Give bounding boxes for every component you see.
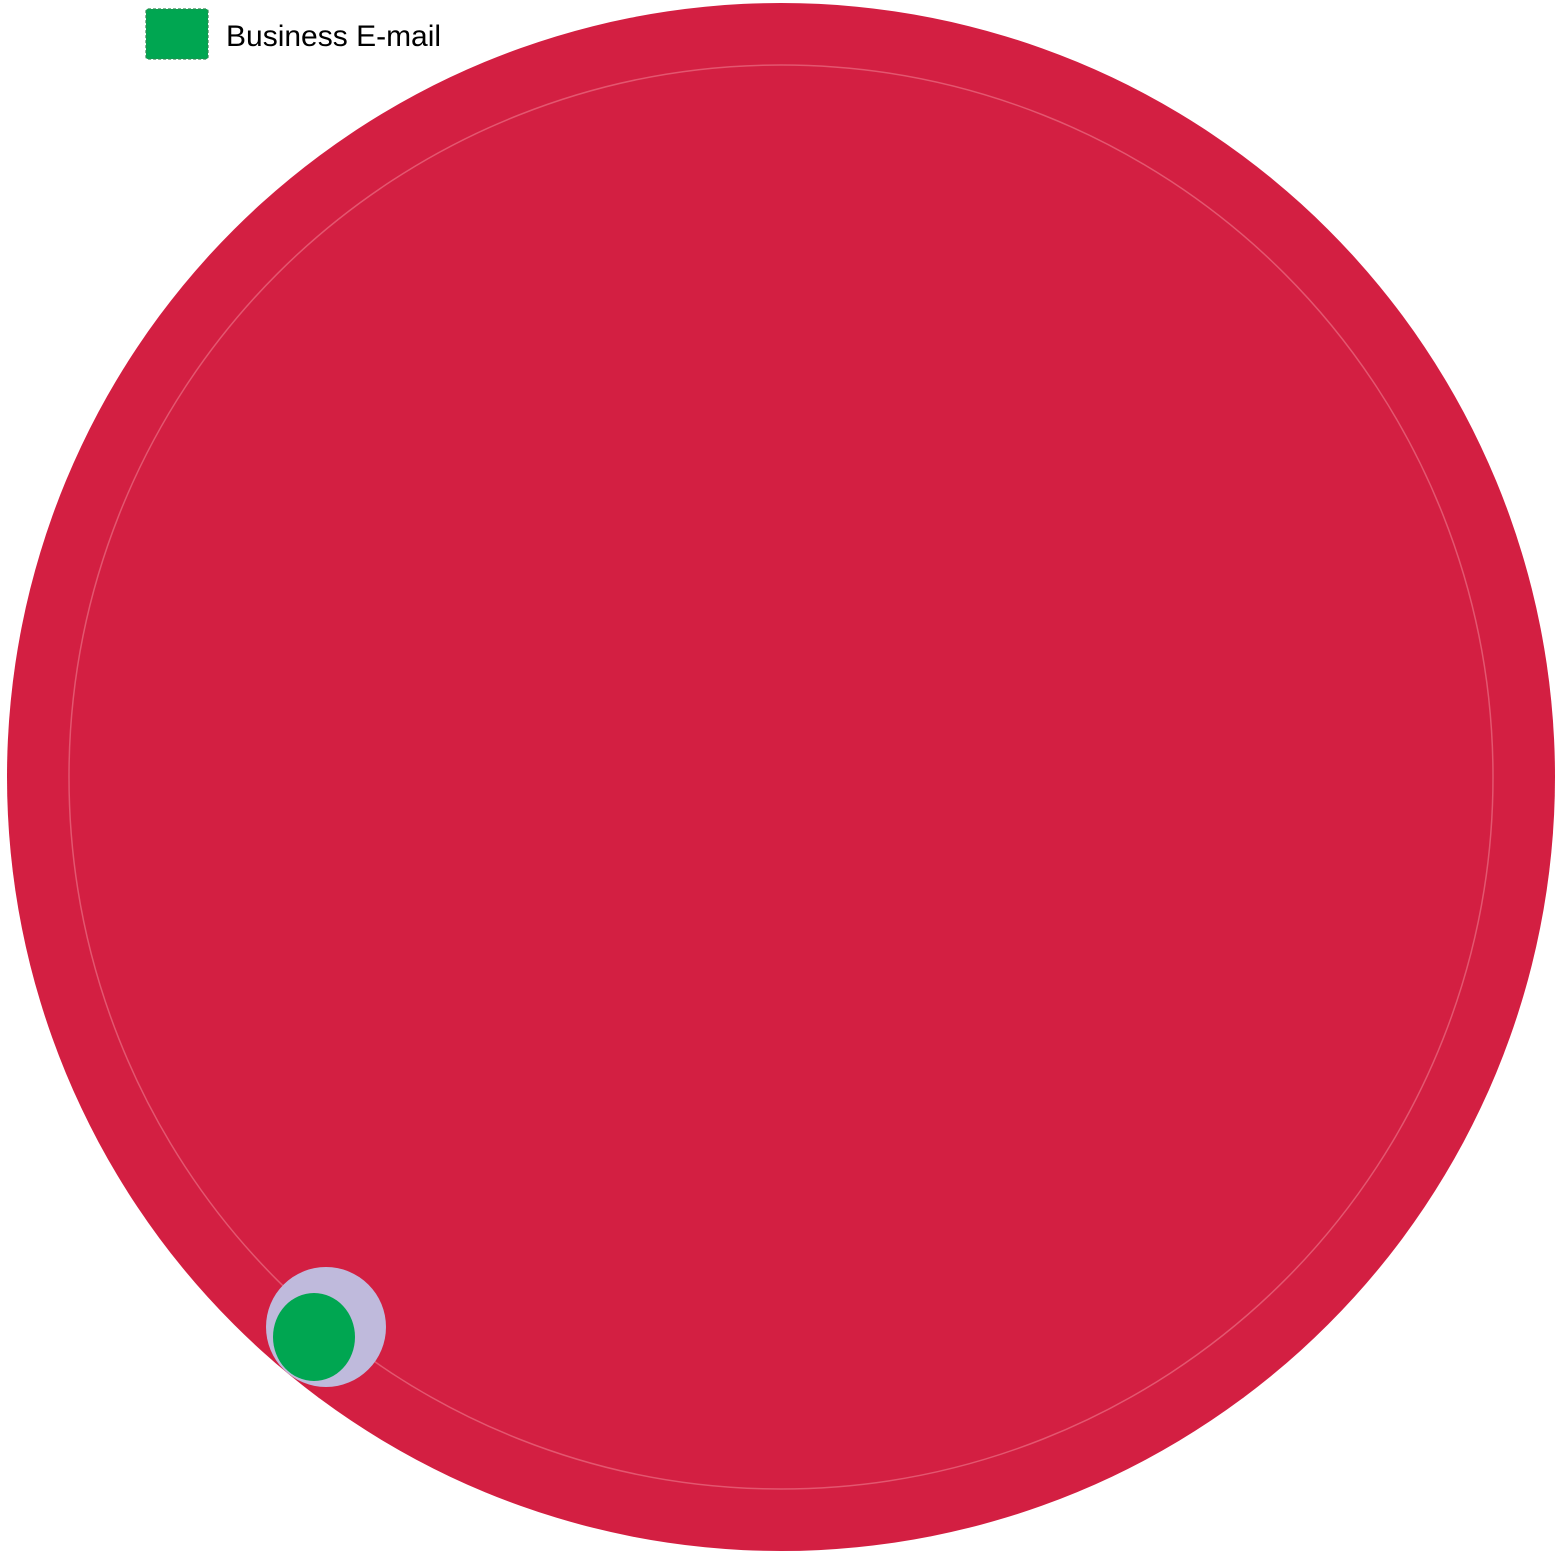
legend-swatch-business-email[interactable] <box>145 8 209 60</box>
small-green-circle[interactable] <box>273 1293 355 1381</box>
circles-layer <box>7 3 1555 1551</box>
legend-label-business-email: Business E-mail <box>226 20 441 53</box>
legend: Business E-mail <box>145 8 441 60</box>
inner-circle[interactable] <box>68 64 1494 1490</box>
